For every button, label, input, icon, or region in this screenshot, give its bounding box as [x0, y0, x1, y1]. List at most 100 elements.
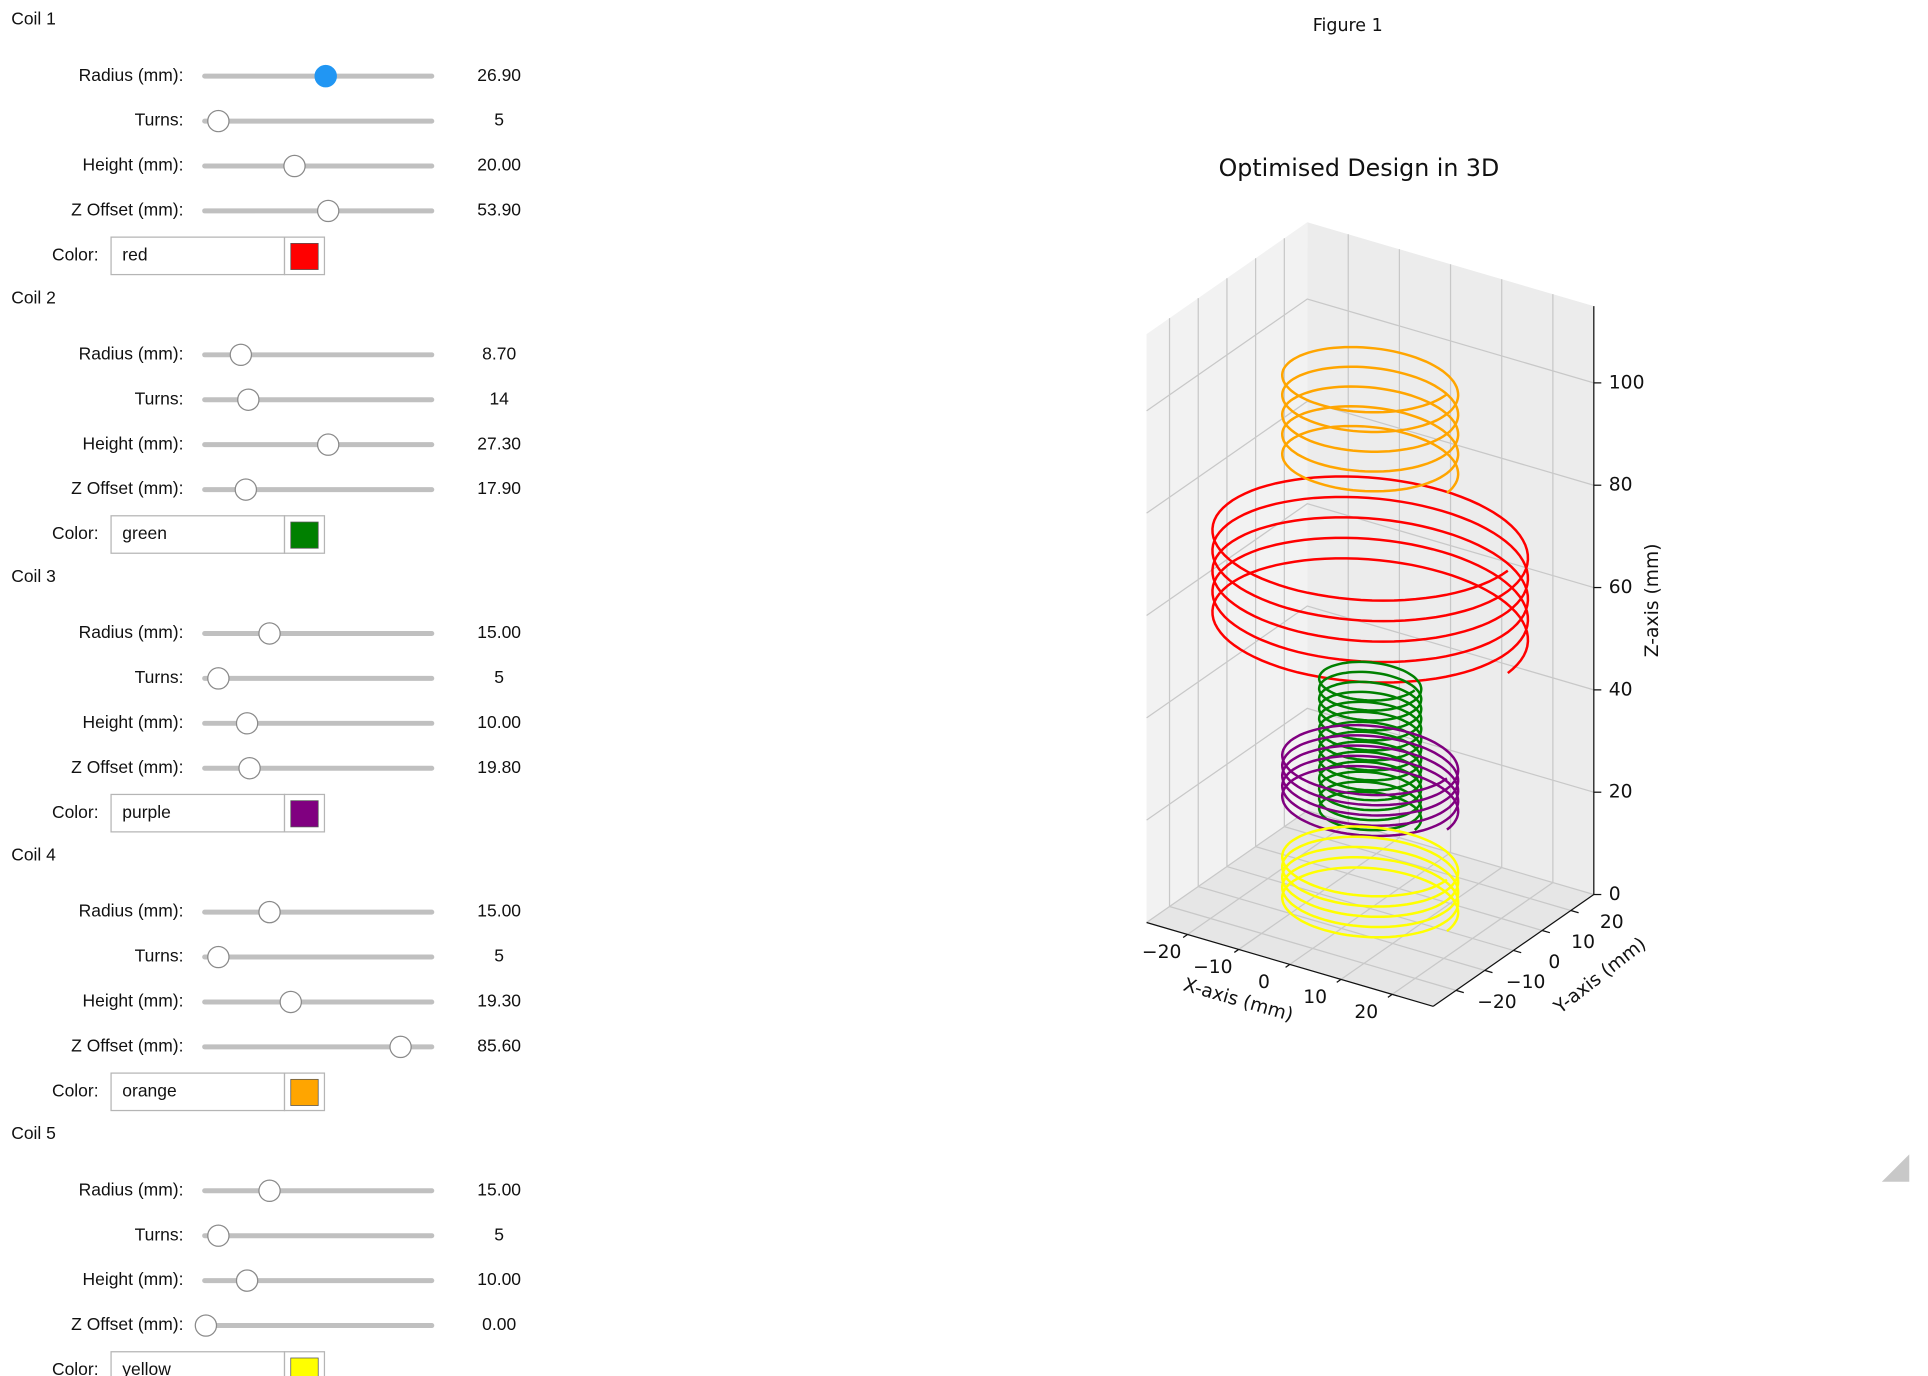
- y-tick: [1541, 929, 1551, 934]
- slider-track[interactable]: [202, 163, 435, 169]
- slider-track[interactable]: [202, 630, 435, 636]
- field-value: 20.00: [477, 155, 521, 175]
- z-tick-label: 40: [1609, 679, 1633, 700]
- slider-track[interactable]: [202, 720, 435, 726]
- field-label: Z Offset (mm):: [71, 200, 183, 220]
- field-value: 5: [494, 1224, 504, 1244]
- slider-track[interactable]: [202, 397, 435, 403]
- slider-thumb[interactable]: [237, 388, 260, 411]
- z-tick-label: 80: [1609, 475, 1633, 496]
- color-label: Color:: [52, 1359, 99, 1376]
- field-label: Turns:: [135, 946, 184, 966]
- field-label: Z Offset (mm):: [71, 478, 183, 498]
- slider-track[interactable]: [202, 765, 435, 771]
- slider-thumb[interactable]: [238, 757, 261, 780]
- slider-thumb[interactable]: [314, 64, 337, 88]
- field-value: 85.60: [477, 1036, 521, 1056]
- slider-track[interactable]: [202, 1233, 435, 1239]
- slider-track[interactable]: [202, 954, 435, 960]
- field-label: Height (mm):: [82, 991, 183, 1011]
- slider-thumb[interactable]: [316, 433, 340, 456]
- x-tick: [1336, 978, 1342, 983]
- slider-thumb[interactable]: [279, 990, 302, 1014]
- field-label: Radius (mm):: [79, 622, 184, 642]
- field-value: 5: [494, 110, 504, 130]
- color-input[interactable]: [110, 793, 286, 833]
- x-tick: [1233, 948, 1240, 953]
- color-input-text: yellow: [122, 1359, 171, 1376]
- slider-track[interactable]: [202, 352, 435, 358]
- x-tick: [1182, 933, 1188, 938]
- slider-thumb[interactable]: [316, 199, 340, 223]
- color-label: Color:: [52, 1080, 99, 1100]
- color-input-text: green: [122, 523, 167, 543]
- color-label: Color:: [52, 523, 99, 543]
- y-tick-label: 10: [1571, 932, 1595, 953]
- field-value: 10.00: [477, 712, 521, 732]
- controls-panel: Coil 1 Radius (mm): 26.90 Turns: 5 Height (mm…: [11, 9, 521, 1376]
- slider-track[interactable]: [202, 1278, 435, 1284]
- y-tick-label: −20: [1477, 992, 1516, 1013]
- coil-helix: [1280, 825, 1460, 939]
- field-label: Height (mm):: [82, 712, 183, 732]
- slider-thumb[interactable]: [207, 667, 230, 690]
- figure: Figure 1 Optimised Design in 3D −20−1001…: [1142, 16, 1663, 1026]
- slider-thumb[interactable]: [207, 945, 230, 969]
- color-input[interactable]: [110, 515, 286, 554]
- slider-thumb[interactable]: [258, 900, 281, 924]
- coil-helix: [1280, 345, 1460, 494]
- field-label: Height (mm):: [82, 1269, 183, 1289]
- slider-thumb[interactable]: [389, 1035, 412, 1059]
- plot-title: Optimised Design in 3D: [1219, 154, 1500, 182]
- color-input[interactable]: [110, 236, 286, 276]
- grid-line: [1146, 503, 1594, 617]
- resize-handle[interactable]: [1881, 1154, 1910, 1182]
- x-tick-label: 20: [1354, 1002, 1378, 1023]
- slider-thumb[interactable]: [207, 1224, 230, 1247]
- slider-thumb[interactable]: [234, 478, 258, 501]
- window-title: Figure 1: [1313, 16, 1383, 36]
- slider-track[interactable]: [202, 1044, 435, 1050]
- slider-thumb[interactable]: [235, 1269, 259, 1292]
- field-value: 0.00: [482, 1314, 516, 1334]
- slider-track[interactable]: [202, 999, 435, 1005]
- coil-helix: [1317, 660, 1423, 832]
- slider-track[interactable]: [202, 1323, 435, 1329]
- z-tick-label: 60: [1609, 577, 1633, 598]
- slider-thumb[interactable]: [235, 712, 259, 735]
- field-value: 14: [489, 388, 509, 408]
- x-tick-label: −20: [1142, 942, 1181, 963]
- slider-thumb[interactable]: [207, 109, 230, 133]
- color-input[interactable]: [110, 1072, 286, 1112]
- color-label: Color:: [52, 244, 99, 264]
- field-value: 15.00: [477, 1179, 521, 1199]
- slider-thumb[interactable]: [229, 343, 253, 367]
- slider-track[interactable]: [202, 487, 435, 493]
- field-value: 53.90: [477, 200, 521, 220]
- z-tick-label: 100: [1609, 372, 1645, 393]
- y-tick: [1455, 989, 1464, 994]
- field-label: Z Offset (mm):: [71, 1036, 183, 1056]
- slider-thumb[interactable]: [283, 154, 306, 178]
- field-label: Turns:: [135, 667, 184, 687]
- section-title: Coil 1: [11, 9, 56, 29]
- slider-track[interactable]: [202, 909, 435, 915]
- field-label: Z Offset (mm):: [71, 1314, 183, 1334]
- field-value: 17.90: [477, 478, 521, 498]
- color-input[interactable]: [110, 1351, 286, 1376]
- y-axis-label: Y-axis (mm): [1550, 934, 1651, 1019]
- section-title: Coil 3: [11, 566, 56, 586]
- slider-track[interactable]: [202, 118, 435, 124]
- grid-line: [1146, 605, 1594, 719]
- slider-thumb[interactable]: [258, 1179, 281, 1203]
- slider-track[interactable]: [202, 675, 435, 681]
- color-input-text: red: [122, 244, 147, 264]
- slider-thumb[interactable]: [194, 1314, 218, 1337]
- field-label: Radius (mm):: [79, 343, 184, 363]
- color-input-text: orange: [122, 1080, 176, 1100]
- grid-line: [1146, 298, 1594, 412]
- field-value: 19.80: [477, 757, 521, 777]
- section-title: Coil 5: [11, 1123, 56, 1143]
- slider-track[interactable]: [202, 1188, 435, 1194]
- slider-thumb[interactable]: [258, 622, 281, 645]
